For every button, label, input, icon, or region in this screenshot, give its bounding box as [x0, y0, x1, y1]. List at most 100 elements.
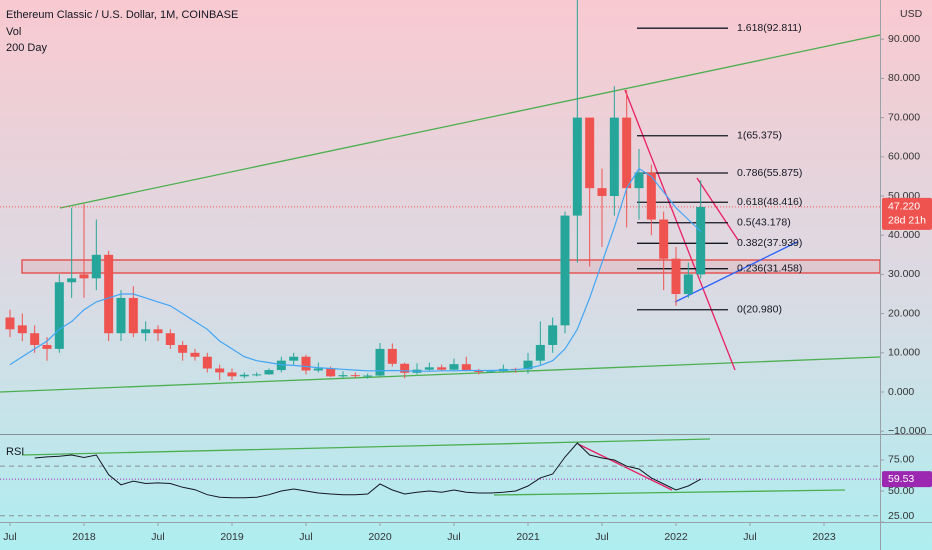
candle-body — [523, 360, 533, 370]
trend-line — [624, 89, 736, 371]
trend-line — [577, 443, 673, 491]
fib-label: 1.618(92.811) — [737, 22, 802, 34]
main-pane — [0, 0, 880, 381]
x-tick-label: Jul — [151, 531, 164, 543]
x-tick-label: Jul — [447, 531, 460, 543]
candle-body — [301, 356, 311, 371]
y-tick-label: 0.000 — [888, 386, 914, 398]
candle-body — [609, 117, 619, 197]
rsi-tick-label: 25.00 — [888, 510, 914, 522]
legend-ma: 200 Day — [6, 42, 47, 54]
candle-body — [153, 329, 163, 334]
x-tick-label: Jul — [743, 531, 756, 543]
candle-body — [190, 352, 200, 357]
candle-body — [696, 206, 706, 275]
x-tick-label: 2021 — [516, 531, 540, 543]
fib-label: 1(65.375) — [737, 130, 782, 142]
rsi-drawings — [21, 438, 846, 496]
candle-body — [387, 348, 397, 364]
last-price-box — [882, 197, 932, 230]
x-tick-label: Jul — [595, 531, 608, 543]
trend-line — [696, 177, 739, 241]
rsi-last-box — [882, 471, 932, 488]
candle-body — [400, 363, 410, 373]
y-tick-label: 40.000 — [888, 229, 920, 241]
candle-body — [572, 117, 582, 216]
fib-label: 0.236(31.458) — [737, 262, 802, 274]
candle-body — [276, 360, 286, 371]
y-tick-label: 80.000 — [888, 72, 920, 84]
y-tick-label: 30.000 — [888, 268, 920, 280]
y-tick-label: 70.000 — [888, 111, 920, 123]
candle-body — [375, 348, 385, 376]
candle-body — [424, 367, 434, 370]
candle-body — [622, 117, 632, 189]
fib-label: 0(20.980) — [737, 304, 782, 316]
last-price-label: 47.220 — [888, 201, 920, 213]
candle-body — [486, 371, 496, 373]
candle-body — [313, 368, 323, 371]
candle-body — [227, 372, 237, 377]
candle-body — [646, 172, 656, 220]
candle-body — [17, 325, 27, 334]
candle-body — [461, 364, 471, 371]
trend-line — [59, 34, 880, 209]
rsi-tick-label: 75.00 — [888, 454, 914, 466]
rsi-tick-label: 50.00 — [888, 485, 914, 497]
candle-body — [671, 258, 681, 295]
candle-body — [252, 374, 262, 376]
candle-body — [548, 325, 558, 345]
candle-body — [535, 344, 545, 361]
candle-body — [116, 297, 126, 334]
candle-body — [91, 254, 101, 279]
candle-body — [350, 375, 360, 377]
y-tick-label: 20.000 — [888, 307, 920, 319]
axis-unit: USD — [900, 8, 923, 20]
x-tick-label: 2023 — [812, 531, 836, 543]
candle-body — [202, 356, 212, 369]
legend-rsi: RSI — [6, 446, 24, 458]
candle-body — [104, 254, 114, 334]
candle-body — [659, 219, 669, 259]
x-tick-label: 2018 — [72, 531, 96, 543]
candle-body — [449, 364, 459, 370]
candle-body — [560, 215, 570, 326]
chart-title: Ethereum Classic / U.S. Dollar, 1M, COIN… — [6, 9, 238, 21]
candle-body — [42, 344, 52, 349]
candle-body — [128, 297, 138, 334]
x-tick-label: 2019 — [220, 531, 244, 543]
candle-body — [326, 368, 336, 377]
trend-line — [674, 241, 798, 303]
candle-body — [165, 333, 175, 345]
candle-body — [54, 282, 64, 349]
fib-label: 0.786(55.875) — [737, 167, 802, 179]
candle-body — [79, 274, 89, 279]
ma-line — [9, 167, 702, 372]
fib-label: 0.5(43.178) — [737, 217, 791, 229]
candle-body — [289, 356, 299, 361]
drawings — [0, 34, 880, 393]
candle-body — [597, 188, 607, 197]
candle-body — [67, 278, 77, 283]
rsi-pane — [0, 442, 880, 517]
fib-label: 0.618(48.416) — [737, 196, 802, 208]
candle-body — [30, 333, 40, 345]
candle-body — [585, 117, 595, 189]
candle-body — [634, 172, 644, 189]
rsi-last-label: 59.53 — [888, 473, 914, 485]
zone-box — [21, 259, 880, 274]
rsi-line — [34, 442, 701, 499]
x-tick-label: Jul — [3, 531, 16, 543]
x-tick-label: 2022 — [664, 531, 688, 543]
y-tick-label: 10.000 — [888, 347, 920, 359]
legend-volume: Vol — [6, 26, 21, 38]
candle-body — [437, 367, 447, 370]
candle-body — [5, 317, 15, 330]
x-tick-label: 2020 — [368, 531, 392, 543]
candle-body — [363, 375, 373, 377]
trend-line — [493, 489, 846, 496]
candle-body — [338, 375, 348, 377]
